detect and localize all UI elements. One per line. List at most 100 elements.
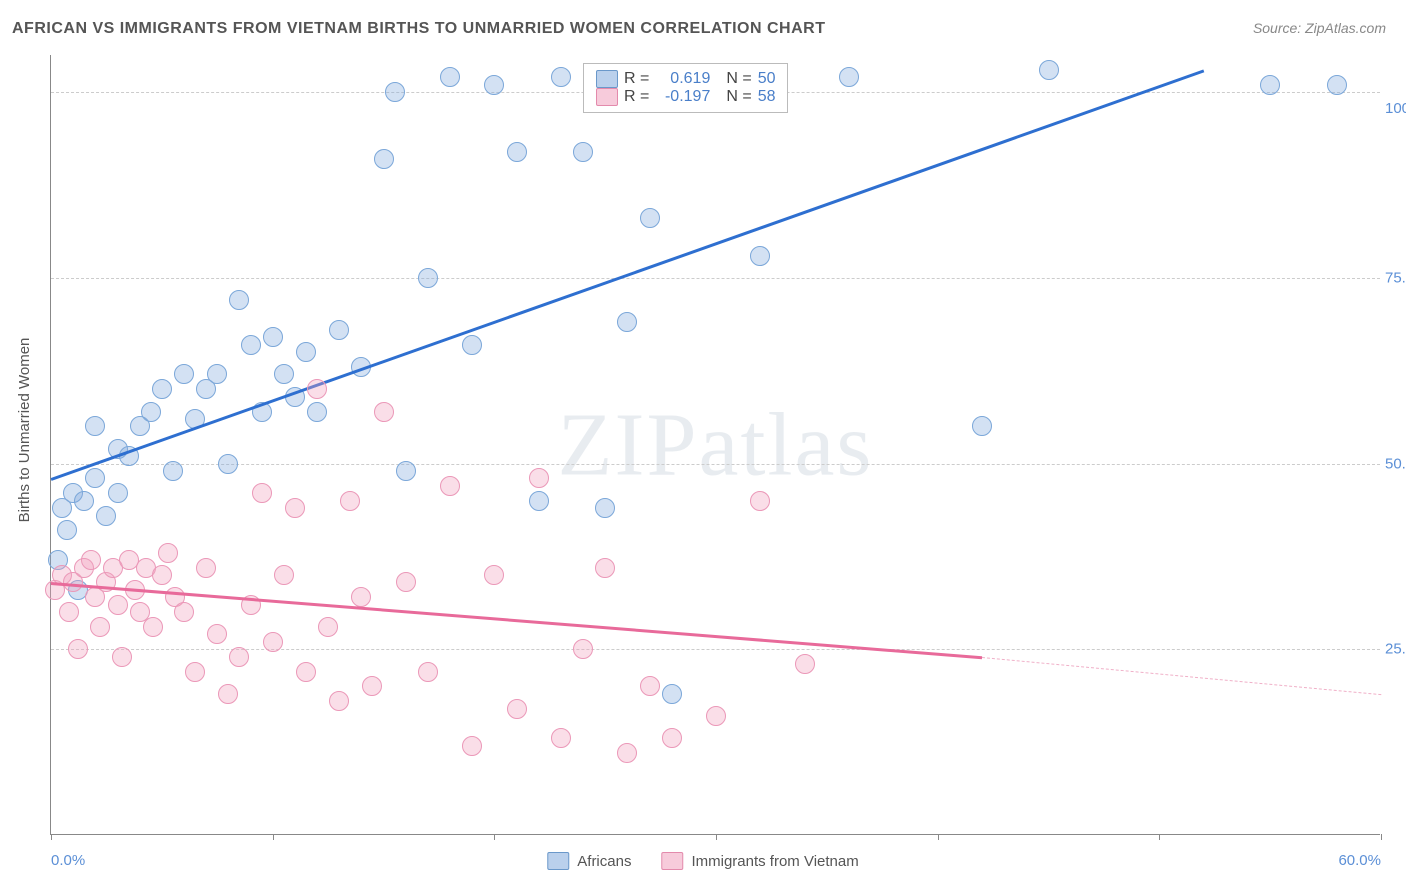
data-point <box>351 587 371 607</box>
swatch-blue-icon <box>547 852 569 870</box>
data-point <box>218 684 238 704</box>
data-point <box>81 550 101 570</box>
data-point <box>706 706 726 726</box>
data-point <box>484 565 504 585</box>
data-point <box>74 491 94 511</box>
data-point <box>1039 60 1059 80</box>
r-value: 0.619 <box>655 70 710 88</box>
swatch-icon <box>596 70 618 88</box>
data-point <box>207 624 227 644</box>
data-point <box>57 520 77 540</box>
data-point <box>573 142 593 162</box>
data-point <box>207 364 227 384</box>
data-point <box>1327 75 1347 95</box>
x-tick-label: 0.0% <box>51 852 85 869</box>
data-point <box>462 736 482 756</box>
data-point <box>795 654 815 674</box>
gridline <box>51 464 1380 465</box>
data-point <box>263 632 283 652</box>
data-point <box>152 379 172 399</box>
chart-source: Source: ZipAtlas.com <box>1253 20 1386 36</box>
legend-row: R = 0.619 N = 50 <box>596 70 775 88</box>
gridline <box>51 649 1380 650</box>
data-point <box>96 506 116 526</box>
n-value: 50 <box>758 70 776 88</box>
data-point <box>507 699 527 719</box>
x-tick <box>1381 834 1382 840</box>
y-tick-label: 75.0% <box>1385 269 1406 286</box>
data-point <box>640 208 660 228</box>
data-point <box>529 468 549 488</box>
y-tick-label: 100.0% <box>1385 100 1406 117</box>
data-point <box>152 565 172 585</box>
data-point <box>385 82 405 102</box>
x-tick <box>273 834 274 840</box>
data-point <box>662 684 682 704</box>
data-point <box>229 647 249 667</box>
data-point <box>750 246 770 266</box>
data-point <box>750 491 770 511</box>
data-point <box>329 691 349 711</box>
x-tick-label: 60.0% <box>1338 852 1381 869</box>
data-point <box>296 342 316 362</box>
data-point <box>1260 75 1280 95</box>
plot-area: ZIPatlas 25.0%50.0%75.0%100.0%0.0%60.0%R… <box>50 55 1380 835</box>
data-point <box>617 312 637 332</box>
chart-container: AFRICAN VS IMMIGRANTS FROM VIETNAM BIRTH… <box>0 0 1406 892</box>
n-label: N = <box>726 70 751 88</box>
data-point <box>396 572 416 592</box>
data-point <box>143 617 163 637</box>
data-point <box>507 142 527 162</box>
trend-line <box>51 582 982 659</box>
x-tick <box>938 834 939 840</box>
data-point <box>68 639 88 659</box>
watermark: ZIPatlas <box>558 393 874 496</box>
data-point <box>418 662 438 682</box>
r-label: R = <box>624 70 649 88</box>
data-point <box>85 416 105 436</box>
data-point <box>374 402 394 422</box>
data-point <box>241 335 261 355</box>
legend-item-africans: Africans <box>547 852 631 870</box>
data-point <box>617 743 637 763</box>
data-point <box>839 67 859 87</box>
data-point <box>112 647 132 667</box>
n-value: 58 <box>758 88 776 106</box>
data-point <box>362 676 382 696</box>
data-point <box>418 268 438 288</box>
data-point <box>185 662 205 682</box>
data-point <box>59 602 79 622</box>
data-point <box>374 149 394 169</box>
r-label: R = <box>624 88 649 106</box>
legend-row: R =-0.197N =58 <box>596 88 775 106</box>
data-point <box>640 676 660 696</box>
data-point <box>141 402 161 422</box>
data-point <box>85 468 105 488</box>
data-point <box>396 461 416 481</box>
x-tick <box>51 834 52 840</box>
data-point <box>108 595 128 615</box>
correlation-legend: R = 0.619 N = 50R = -0.197 N = 58 <box>583 63 788 113</box>
data-point <box>174 364 194 384</box>
y-axis-label: Births to Unmarried Women <box>16 338 33 523</box>
data-point <box>274 364 294 384</box>
data-point <box>318 617 338 637</box>
data-point <box>296 662 316 682</box>
y-tick-label: 50.0% <box>1385 455 1406 472</box>
gridline <box>51 278 1380 279</box>
data-point <box>163 461 183 481</box>
data-point <box>484 75 504 95</box>
data-point <box>252 483 272 503</box>
data-point <box>307 402 327 422</box>
data-point <box>551 67 571 87</box>
data-point <box>551 728 571 748</box>
data-point <box>440 476 460 496</box>
data-point <box>329 320 349 340</box>
r-value: -0.197 <box>655 88 710 106</box>
x-tick <box>494 834 495 840</box>
data-point <box>972 416 992 436</box>
x-tick <box>716 834 717 840</box>
trend-line <box>51 70 1204 481</box>
data-point <box>158 543 178 563</box>
data-point <box>529 491 549 511</box>
